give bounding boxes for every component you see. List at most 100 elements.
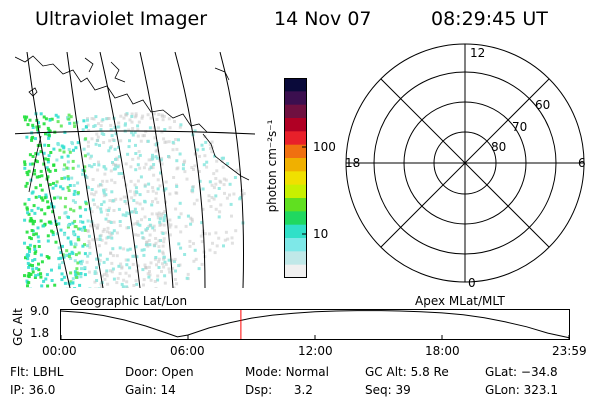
emission-pixel xyxy=(225,196,229,200)
emission-pixel xyxy=(40,174,44,178)
emission-pixel xyxy=(198,179,202,183)
emission-pixel xyxy=(127,226,130,230)
emission-pixel xyxy=(69,271,73,275)
emission-pixel xyxy=(34,232,38,236)
emission-pixel xyxy=(109,169,113,173)
emission-pixel xyxy=(95,139,99,142)
emission-pixel xyxy=(106,235,110,239)
colorbar-band xyxy=(284,131,307,146)
emission-pixel xyxy=(151,189,155,193)
emission-pixel xyxy=(117,172,121,176)
emission-pixel xyxy=(142,166,146,170)
emission-pixel xyxy=(151,166,155,170)
emission-pixel xyxy=(48,129,52,133)
emission-pixel xyxy=(157,245,161,249)
emission-pixel xyxy=(116,125,120,129)
emission-pixel xyxy=(51,210,55,214)
emission-pixel xyxy=(168,218,172,222)
emission-pixel xyxy=(47,136,51,140)
emission-pixel xyxy=(152,173,156,177)
emission-pixel xyxy=(160,156,164,160)
emission-pixel xyxy=(83,154,87,158)
emission-pixel xyxy=(48,118,52,122)
emission-pixel xyxy=(138,223,142,227)
emission-pixel xyxy=(53,196,57,200)
emission-pixel xyxy=(214,194,218,198)
emission-pixel xyxy=(24,184,28,188)
emission-pixel xyxy=(67,113,71,117)
emission-pixel xyxy=(115,281,119,285)
emission-pixel xyxy=(172,286,176,288)
emission-pixel xyxy=(30,209,34,213)
emission-pixel xyxy=(109,251,113,255)
emission-pixel xyxy=(84,137,88,141)
emission-pixel xyxy=(97,160,100,164)
emission-pixel xyxy=(42,151,46,155)
emission-pixel xyxy=(99,128,103,131)
emission-pixel xyxy=(167,155,171,159)
emission-pixel xyxy=(142,278,146,282)
emission-pixel xyxy=(242,192,246,196)
emission-pixel xyxy=(67,117,71,121)
emission-pixel xyxy=(30,136,34,140)
emission-pixel xyxy=(104,217,108,221)
emission-pixel xyxy=(72,184,76,187)
emission-pixel xyxy=(110,236,114,240)
emission-pixel xyxy=(42,279,46,283)
gc-alt-series-line xyxy=(60,310,569,339)
emission-pixel xyxy=(214,207,218,211)
status-flt-value: LBHL xyxy=(32,365,64,379)
emission-pixel xyxy=(118,246,122,250)
emission-pixel xyxy=(152,126,156,130)
emission-pixel xyxy=(130,196,134,200)
emission-pixel xyxy=(33,251,37,255)
emission-pixel xyxy=(235,168,239,172)
emission-pixel xyxy=(76,238,80,242)
emission-pixel xyxy=(148,218,151,221)
colorbar xyxy=(284,78,307,278)
emission-pixel xyxy=(141,207,145,211)
emission-pixel xyxy=(99,233,103,237)
emission-pixel xyxy=(86,244,90,248)
emission-pixel xyxy=(204,140,208,144)
emission-pixel xyxy=(98,143,101,147)
emission-pixel xyxy=(86,219,90,223)
emission-pixel xyxy=(169,223,173,227)
emission-pixel xyxy=(68,121,72,125)
emission-pixel xyxy=(130,120,134,124)
status-mode-label: Mode: xyxy=(245,365,282,379)
emission-pixel xyxy=(160,113,164,117)
emission-pixel xyxy=(151,153,154,157)
emission-pixel xyxy=(143,134,146,138)
emission-pixel xyxy=(155,212,159,216)
emission-pixel xyxy=(75,267,79,271)
emission-pixel xyxy=(80,267,83,271)
emission-pixel xyxy=(43,143,47,147)
status-mode-value: Normal xyxy=(285,365,329,379)
emission-pixel xyxy=(81,228,84,232)
emission-pixel xyxy=(232,192,236,196)
emission-pixel xyxy=(90,210,94,214)
emission-pixel xyxy=(148,167,151,171)
emission-pixel xyxy=(159,158,163,162)
emission-pixel xyxy=(113,126,117,129)
emission-pixel xyxy=(226,237,230,241)
emission-pixel xyxy=(194,257,198,261)
emission-pixel xyxy=(82,226,86,230)
emission-pixel xyxy=(95,132,99,136)
status-flt-label: Flt: xyxy=(10,365,29,379)
emission-pixel xyxy=(27,281,31,285)
emission-pixel xyxy=(82,119,86,123)
emission-pixel xyxy=(108,139,112,143)
emission-pixel xyxy=(106,219,110,223)
emission-pixel xyxy=(107,117,111,120)
emission-pixel xyxy=(33,276,37,279)
emission-pixel xyxy=(47,168,50,172)
mlat-label-60: 60 xyxy=(535,98,551,112)
emission-pixel xyxy=(134,245,138,249)
emission-pixel xyxy=(193,164,197,168)
emission-pixel xyxy=(112,209,116,212)
emission-pixel xyxy=(105,208,109,212)
emission-pixel xyxy=(162,137,166,141)
emission-pixel xyxy=(31,264,34,267)
